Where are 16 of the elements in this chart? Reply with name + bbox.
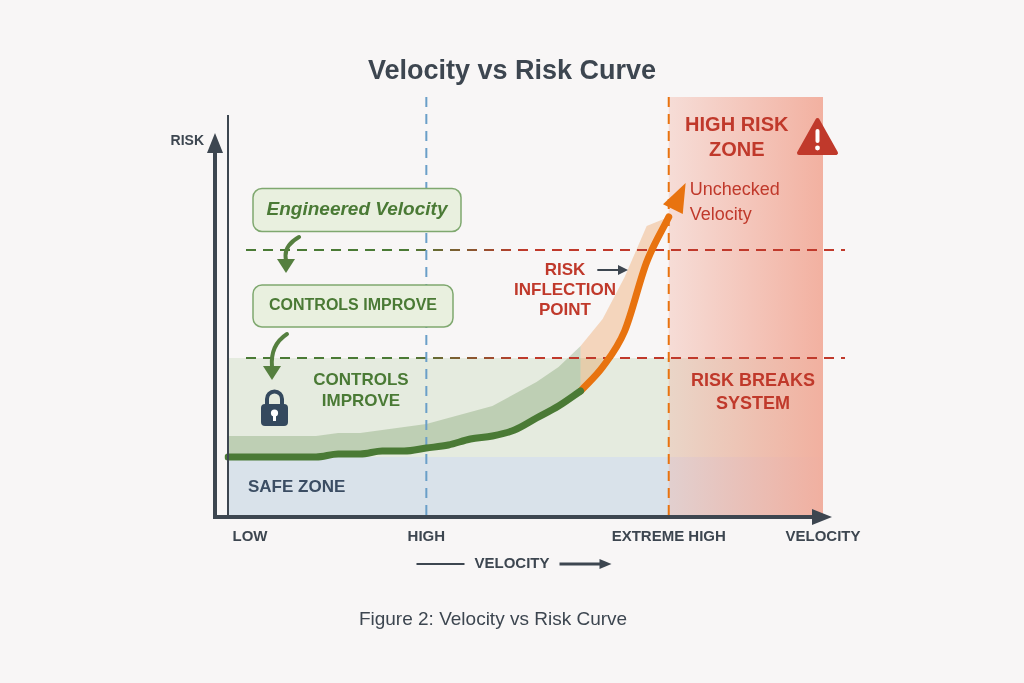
annotation: Engineered Velocity	[266, 198, 449, 220]
x-tick-label: LOW	[232, 527, 269, 545]
band-label: CONTROLS IMPROVE	[313, 369, 409, 410]
x-tick-label: VELOCITY	[785, 527, 861, 545]
annotation: CONTROLS IMPROVE	[268, 296, 438, 314]
x-axis-title: VELOCITY	[474, 554, 550, 572]
chart-title: Velocity vs Risk Curve	[367, 55, 657, 86]
text: RISK	[170, 131, 204, 148]
x-tick-label: HIGH	[407, 527, 446, 545]
annotation: Unchecked Velocity	[689, 179, 780, 225]
band-label: HIGH RISK ZONE	[685, 113, 789, 161]
x-tick-label: EXTREME HIGH	[611, 527, 726, 545]
caption: Figure 2: Velocity vs Risk Curve	[358, 608, 628, 630]
ref-line-label: RISK BREAKS SYSTEM	[690, 370, 816, 414]
annotation: RISK INFLECTION POINT	[514, 259, 616, 319]
band-label: SAFE ZONE	[248, 476, 346, 496]
